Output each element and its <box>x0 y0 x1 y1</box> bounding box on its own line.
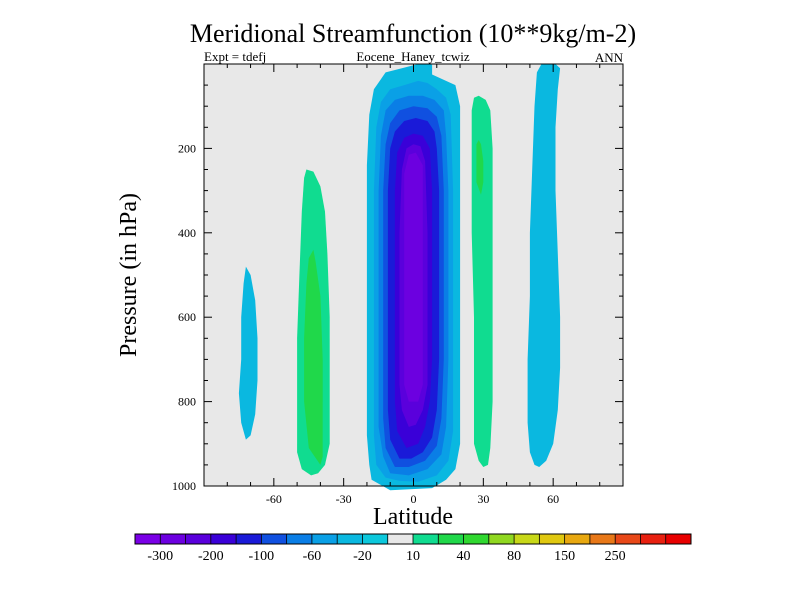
x-tick-label: 0 <box>411 492 417 506</box>
colorbar-swatch <box>311 534 338 544</box>
colorbar-swatch <box>337 534 363 544</box>
colorbar-swatch <box>589 534 616 544</box>
colorbar-swatch <box>286 534 313 544</box>
y-axis-label: Pressure (in hPa) <box>116 193 142 357</box>
colorbar-swatch <box>640 534 666 544</box>
colorbar-swatch <box>210 534 237 544</box>
contour-sh-green-inner <box>304 249 323 465</box>
colorbar-swatch <box>413 534 439 544</box>
y-tick-label: 1000 <box>172 479 196 493</box>
x-axis-label: Latitude <box>373 504 453 530</box>
colorbar-swatch <box>539 534 565 544</box>
colorbar-swatch <box>564 534 591 544</box>
contour-nh-cyan-outer <box>527 64 561 467</box>
colorbar-swatch <box>438 534 464 544</box>
y-tick-label: 800 <box>178 395 196 409</box>
contour-nh-green-outer <box>471 95 493 467</box>
x-tick-label: -60 <box>266 492 282 506</box>
colorbar-swatch <box>236 534 262 544</box>
colorbar-label: 40 <box>457 549 471 564</box>
colorbar-frame <box>134 533 692 545</box>
x-tick-label: -30 <box>336 492 352 506</box>
contour-regions <box>238 64 561 491</box>
colorbar-label: -200 <box>198 549 224 564</box>
colorbar-label: -100 <box>249 549 275 564</box>
subtitle-center: Eocene_Haney_tcwiz <box>356 49 470 64</box>
subtitle-left: Expt = tdefj <box>204 49 266 64</box>
colorbar-swatch <box>488 534 515 544</box>
colorbar-label: -300 <box>147 549 173 564</box>
chart-title: Meridional Streamfunction (10**9kg/m-2) <box>190 19 636 48</box>
colorbar-swatch <box>615 534 641 544</box>
colorbar-label: -60 <box>303 549 322 564</box>
colorbar-label: 250 <box>605 549 626 564</box>
colorbar-swatch <box>387 534 414 544</box>
colorbar-swatch <box>665 534 692 544</box>
contour-ring-8 <box>404 152 423 402</box>
axis-ticks: -60 -30 0 30 60 200 400 600 800 1000 <box>172 64 623 506</box>
colorbar-label: -20 <box>353 549 372 564</box>
x-tick-label: 60 <box>547 492 559 506</box>
colorbar-swatch <box>362 534 388 544</box>
colorbar-swatch <box>185 534 212 544</box>
contour-sh-cyan-small <box>238 266 258 440</box>
y-tick-label: 400 <box>178 226 196 240</box>
y-tick-label: 600 <box>178 310 196 324</box>
colorbar-swatch <box>135 534 161 544</box>
y-tick-label: 200 <box>178 141 196 155</box>
subtitle-right: ANN <box>595 50 624 65</box>
x-tick-label: 30 <box>477 492 489 506</box>
colorbar-swatch <box>463 534 490 544</box>
colorbar-label: 150 <box>554 549 575 564</box>
colorbar-swatch <box>261 534 287 544</box>
colorbar-label: 80 <box>507 549 521 564</box>
colorbar: -300 -200 -100 -60 -20 10 40 80 150 250 <box>134 533 692 564</box>
colorbar-label: 10 <box>406 549 420 564</box>
colorbar-swatch <box>514 534 540 544</box>
colorbar-swatch <box>160 534 186 544</box>
contour-nh-green-inner <box>476 140 484 195</box>
